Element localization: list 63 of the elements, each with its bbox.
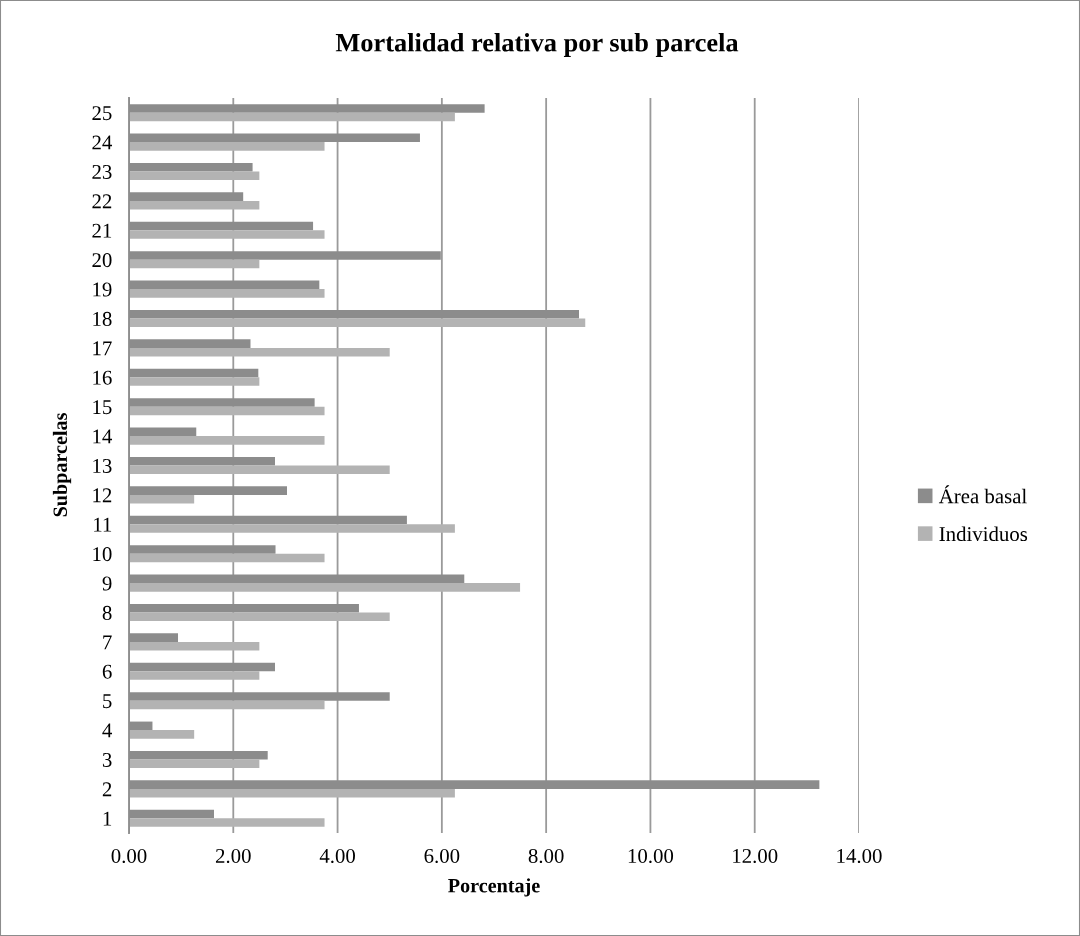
y-tick-label: 17 xyxy=(93,341,112,356)
y-axis-title: Subparcelas xyxy=(52,413,72,517)
y-tick-label: 10 xyxy=(93,547,112,562)
bar xyxy=(129,583,521,592)
y-tick-label: 23 xyxy=(92,164,112,179)
x-axis-title: Porcentaje xyxy=(448,878,540,897)
y-tick-label: 11 xyxy=(94,517,112,532)
bar xyxy=(129,759,260,769)
y-tick-label: 12 xyxy=(93,488,112,503)
bar xyxy=(129,730,195,739)
bar xyxy=(129,494,195,504)
x-tick-label: 12.00 xyxy=(733,848,778,864)
bar xyxy=(129,788,455,798)
y-tick-label: 8 xyxy=(102,605,112,620)
y-tick-label: 6 xyxy=(102,664,112,679)
x-tick-label: 0.00 xyxy=(111,848,147,864)
x-tick-label: 8.00 xyxy=(528,848,564,864)
y-tick-label: 21 xyxy=(92,223,112,238)
bar xyxy=(129,700,325,710)
y-tick-label: 14 xyxy=(93,429,113,444)
chart-title: Mortalidad relativa por sub parcela xyxy=(335,33,739,57)
bar xyxy=(129,200,260,210)
bar xyxy=(129,641,260,651)
y-tick-label: 4 xyxy=(102,723,113,738)
y-tick-label: 3 xyxy=(102,752,112,767)
y-tick-label: 16 xyxy=(93,370,112,385)
y-tick-label: 18 xyxy=(93,311,112,326)
bar xyxy=(129,289,325,298)
bar xyxy=(129,259,260,269)
bar xyxy=(129,112,455,122)
y-tick-label: 1 xyxy=(103,811,112,826)
x-tick-label: 10.00 xyxy=(628,848,674,864)
bar xyxy=(129,406,325,416)
y-tick-label: 9 xyxy=(102,576,112,591)
y-tick-label: 22 xyxy=(92,194,112,209)
bar xyxy=(129,612,390,622)
y-tick-label: 13 xyxy=(93,458,112,473)
bar xyxy=(129,671,260,680)
y-tick-label: 2 xyxy=(102,782,112,797)
bar xyxy=(129,465,390,475)
y-tick-label: 24 xyxy=(92,135,113,150)
x-tick-label: 14.00 xyxy=(837,848,882,864)
bar xyxy=(129,318,586,328)
y-tick-label: 19 xyxy=(93,282,112,297)
bar xyxy=(129,171,260,181)
y-tick-label: 15 xyxy=(93,400,112,415)
bar xyxy=(129,818,325,827)
bar xyxy=(129,142,325,151)
y-tick-label: 5 xyxy=(103,694,112,709)
legend-label: Área basal xyxy=(938,485,1027,504)
y-tick-label: 20 xyxy=(92,253,112,268)
bar xyxy=(129,230,325,239)
legend-label: Individuos xyxy=(939,526,1028,542)
y-tick-label: 25 xyxy=(92,106,112,121)
x-tick-label: 6.00 xyxy=(424,848,460,864)
bar xyxy=(129,553,325,563)
bar xyxy=(129,347,390,357)
x-tick-label: 2.00 xyxy=(215,848,251,864)
bar xyxy=(129,524,455,533)
bar xyxy=(129,377,260,386)
bar xyxy=(129,436,325,445)
x-tick-label: 4.00 xyxy=(319,848,356,864)
y-tick-label: 7 xyxy=(103,635,112,650)
